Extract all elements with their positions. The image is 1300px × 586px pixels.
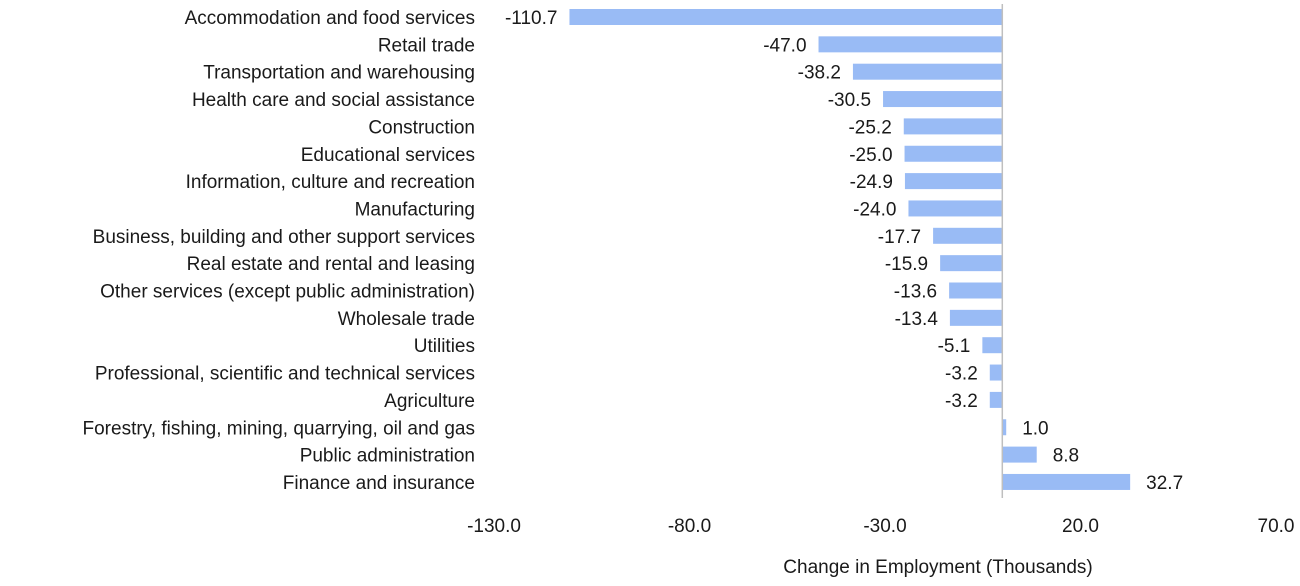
data-label: -24.0	[853, 199, 896, 220]
x-tick-label: -80.0	[668, 516, 711, 537]
value-labels: -110.7 -47.0 -38.2 -30.5 -25.2 -25.0 -24.9 -24.…	[505, 8, 1183, 494]
bar	[908, 200, 1003, 217]
bar	[989, 391, 1003, 408]
bars	[569, 9, 1131, 490]
bar	[989, 364, 1003, 381]
category-label: Construction	[368, 117, 475, 138]
data-label: -15.9	[885, 254, 928, 275]
data-label: -5.1	[938, 336, 971, 357]
x-tick-label: -130.0	[467, 516, 521, 537]
bar	[903, 118, 1003, 135]
bar	[1002, 446, 1037, 463]
category-label: Public administration	[300, 446, 475, 467]
data-label: -13.6	[894, 282, 937, 303]
bar	[940, 255, 1003, 272]
x-axis-title: Change in Employment (Thousands)	[783, 557, 1092, 578]
bar	[949, 309, 1003, 326]
bar	[933, 227, 1003, 244]
bar	[1002, 473, 1131, 490]
bar	[852, 63, 1003, 80]
bar	[818, 36, 1003, 53]
category-label: Information, culture and recreation	[186, 172, 475, 193]
category-label: Other services (except public administra…	[100, 282, 475, 303]
data-label: -38.2	[798, 63, 841, 84]
bar	[904, 173, 1003, 190]
data-label: -47.0	[763, 35, 806, 56]
data-label: 32.7	[1146, 473, 1183, 494]
data-label: -3.2	[945, 364, 978, 385]
x-tick-label: -30.0	[863, 516, 906, 537]
data-label: -17.7	[878, 227, 921, 248]
bar	[982, 337, 1003, 354]
category-label: Forestry, fishing, mining, quarrying, oi…	[83, 418, 476, 439]
bar	[1002, 419, 1007, 436]
category-labels: Accommodation and food services Retail tr…	[83, 8, 476, 494]
data-label: -110.7	[505, 8, 557, 29]
data-label: -13.4	[895, 309, 939, 330]
category-label: Finance and insurance	[283, 473, 475, 494]
category-label: Wholesale trade	[338, 309, 475, 330]
bar	[949, 282, 1003, 299]
data-label: -24.9	[850, 172, 893, 193]
category-label: Real estate and rental and leasing	[187, 254, 475, 275]
category-label: Utilities	[414, 336, 475, 357]
data-label: 8.8	[1053, 446, 1079, 467]
data-label: -30.5	[828, 90, 871, 111]
category-label: Accommodation and food services	[185, 8, 475, 29]
category-label: Business, building and other support ser…	[93, 227, 475, 248]
bar	[883, 91, 1003, 108]
data-label: -25.0	[849, 145, 892, 166]
category-label: Agriculture	[384, 391, 475, 412]
data-label: -3.2	[945, 391, 978, 412]
category-label: Educational services	[301, 145, 475, 166]
x-tick-label: 20.0	[1062, 516, 1099, 537]
data-label: -25.2	[848, 117, 891, 138]
bar	[904, 145, 1003, 162]
category-label: Manufacturing	[355, 199, 475, 220]
category-label: Health care and social assistance	[192, 90, 475, 111]
x-axis-tick-labels: -130.0 -80.0 -30.0 20.0 70.0	[467, 516, 1294, 537]
x-tick-label: 70.0	[1258, 516, 1295, 537]
category-label: Retail trade	[378, 35, 475, 56]
category-label: Professional, scientific and technical s…	[95, 364, 475, 385]
category-label: Transportation and warehousing	[203, 63, 475, 84]
data-label: 1.0	[1022, 418, 1048, 439]
bar	[569, 9, 1003, 25]
